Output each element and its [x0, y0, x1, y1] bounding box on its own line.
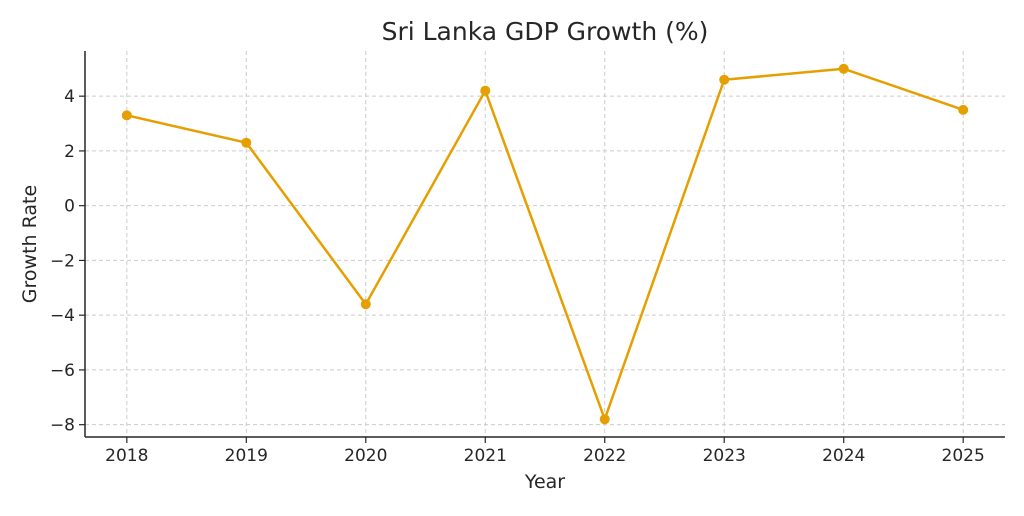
data-point [360, 299, 371, 310]
data-point [958, 104, 969, 115]
x-tick-label: 2021 [464, 446, 507, 466]
y-tick-label: −6 [50, 361, 75, 381]
data-point [599, 414, 610, 425]
data-point [719, 74, 730, 85]
y-tick-label: 4 [64, 87, 75, 107]
data-point [241, 137, 252, 148]
y-tick-label: −2 [50, 251, 75, 271]
chart-title: Sri Lanka GDP Growth (%) [382, 17, 709, 46]
x-tick-label: 2023 [703, 446, 746, 466]
series [121, 63, 969, 425]
data-point [480, 85, 491, 96]
y-axis-label: Growth Rate [19, 185, 41, 303]
y-tick-label: 0 [64, 197, 75, 217]
y-tick-label: −4 [50, 306, 75, 326]
x-tick-label: 2018 [105, 446, 148, 466]
grid [85, 51, 1005, 437]
y-tick-label: 2 [64, 142, 75, 162]
x-axis-label: Year [524, 471, 565, 493]
x-tick-label: 2020 [344, 446, 387, 466]
x-tick-label: 2019 [225, 446, 268, 466]
data-point [838, 63, 849, 74]
axes [84, 51, 1005, 438]
x-tick-label: 2025 [942, 446, 985, 466]
y-tick-label: −8 [50, 416, 75, 436]
data-point [121, 110, 132, 121]
x-tick-label: 2024 [822, 446, 865, 466]
x-tick-label: 2022 [583, 446, 626, 466]
series-line [126, 67, 964, 421]
ticks: 2018 2019 2020 2021 2022 2023 2024 2025 −8 −6 −4 −2… [50, 87, 985, 466]
